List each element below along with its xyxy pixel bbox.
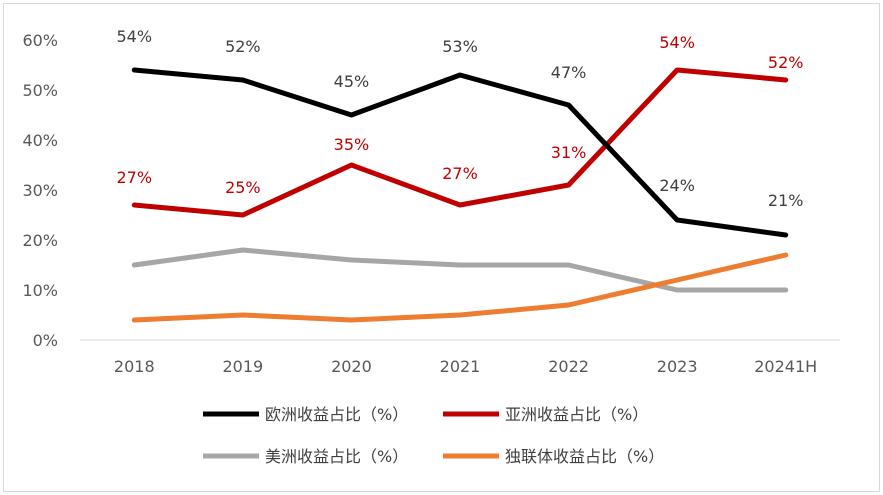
data-label: 53% xyxy=(442,37,478,56)
data-label: 35% xyxy=(334,135,370,154)
data-label: 27% xyxy=(442,164,478,183)
x-tick-label: 2020 xyxy=(331,357,372,376)
y-tick-label: 60% xyxy=(22,31,58,50)
data-label: 52% xyxy=(768,53,804,72)
series-line-3 xyxy=(131,252,789,323)
legend-label-2: 美洲收益占比（%） xyxy=(265,447,408,466)
y-tick-label: 0% xyxy=(33,331,58,350)
legend-label-0: 欧洲收益占比（%） xyxy=(265,405,408,424)
x-tick-label: 2021 xyxy=(440,357,481,376)
x-tick-label: 2018 xyxy=(114,357,155,376)
y-tick-label: 40% xyxy=(22,131,58,150)
y-tick-label: 10% xyxy=(22,281,58,300)
series-line-1 xyxy=(131,67,789,218)
legend-label-3: 独联体收益占比（%） xyxy=(505,447,664,466)
series-line-2 xyxy=(131,247,789,293)
data-label: 21% xyxy=(768,191,804,210)
legend-label-1: 亚洲收益占比（%） xyxy=(505,405,648,424)
data-label: 45% xyxy=(334,72,370,91)
data-label: 27% xyxy=(117,168,153,187)
data-label: 25% xyxy=(225,178,261,197)
data-label: 54% xyxy=(659,33,695,52)
data-label: 52% xyxy=(225,37,261,56)
series-line-0 xyxy=(131,67,789,238)
x-tick-label: 2019 xyxy=(222,357,263,376)
x-tick-label: 20241H xyxy=(754,357,817,376)
y-tick-label: 50% xyxy=(22,81,58,100)
y-tick-label: 30% xyxy=(22,181,58,200)
chart-frame xyxy=(3,3,880,492)
x-tick-label: 2023 xyxy=(657,357,698,376)
y-tick-label: 20% xyxy=(22,231,58,250)
data-label: 54% xyxy=(117,27,153,46)
data-label: 31% xyxy=(551,143,587,162)
data-label: 47% xyxy=(551,63,587,82)
x-tick-label: 2022 xyxy=(548,357,589,376)
data-label: 24% xyxy=(659,176,695,195)
